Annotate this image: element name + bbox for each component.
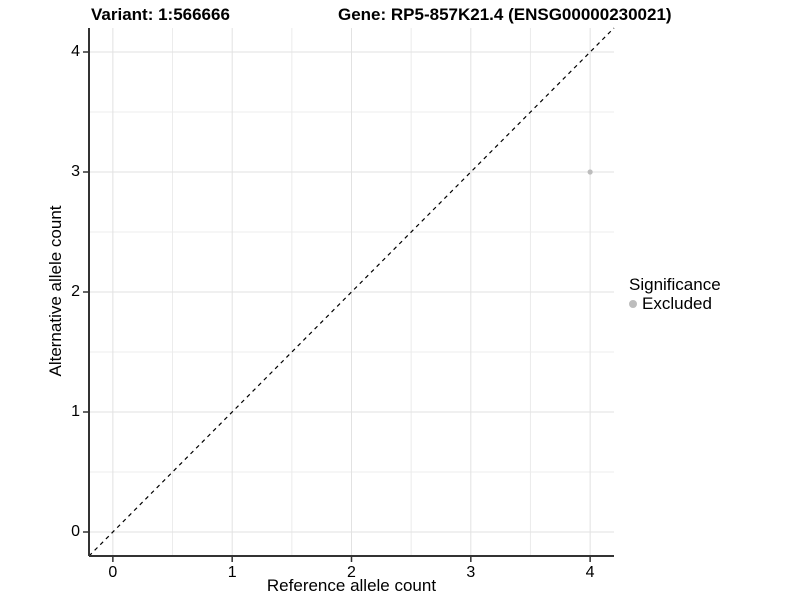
x-tick-label: 0: [108, 564, 118, 581]
legend-point-icon: [629, 299, 637, 308]
legend: Significance Excluded: [629, 275, 721, 313]
legend-entry-label: Excluded: [642, 294, 712, 313]
x-tick-label: 1: [227, 564, 237, 581]
variant-title: Variant: 1:566666: [91, 5, 230, 24]
data-point: [587, 169, 593, 175]
legend-entry-excluded: Excluded: [629, 294, 721, 313]
gene-title: Gene: RP5-857K21.4 (ENSG00000230021): [338, 5, 672, 24]
y-tick-label: 3: [71, 163, 80, 180]
x-axis-title: Reference allele count: [266, 576, 437, 595]
y-tick-label: 0: [71, 523, 80, 540]
y-tick-label: 4: [71, 43, 80, 60]
x-tick-label: 3: [466, 564, 476, 581]
legend-title: Significance: [629, 275, 721, 294]
y-axis-title: Alternative allele count: [46, 205, 65, 377]
y-tick-label: 1: [71, 403, 80, 420]
x-tick-label: 2: [347, 564, 356, 581]
x-tick-label: 4: [585, 564, 595, 581]
y-tick-label: 2: [71, 283, 80, 300]
